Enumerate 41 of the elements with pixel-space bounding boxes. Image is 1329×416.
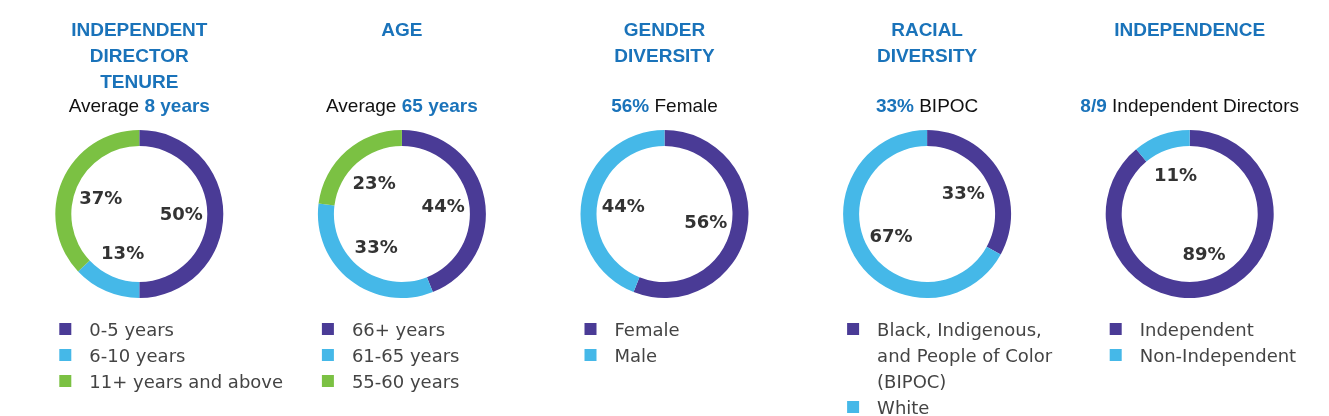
legend-label: Independent — [1139, 319, 1254, 340]
legend-label: 0-5 years — [89, 319, 174, 340]
data-label: 33% — [354, 236, 398, 258]
donut-slice — [843, 130, 1001, 298]
data-label: 44% — [421, 195, 465, 217]
chart-subtitle: 33% BIPOC — [875, 95, 979, 116]
chart-title: AGE — [381, 19, 423, 40]
chart-title: GENDER DIVERSITY — [614, 19, 715, 66]
donut-slice — [927, 130, 1012, 255]
chart-subtitle: Average 65 years — [325, 95, 478, 116]
data-label: 23% — [352, 171, 396, 193]
data-label: 11% — [1153, 163, 1198, 185]
data-label: 56% — [684, 211, 728, 233]
legend-label: 55-60 years — [351, 371, 460, 392]
data-label: 67% — [869, 224, 913, 246]
donut-slice — [78, 260, 140, 298]
legend-label: 6-10 years — [89, 345, 186, 366]
chart-subtitle: 8/9 Independent Directors — [1080, 95, 1300, 116]
legend-label: Male — [614, 345, 658, 366]
legend-label: 66+ years — [351, 319, 446, 340]
chart-title: RACIAL DIVERSITY — [876, 19, 978, 66]
data-label: 33% — [941, 181, 985, 203]
chart-subtitle: Average 8 years — [68, 95, 210, 116]
data-label: 89% — [1182, 242, 1226, 264]
legend-label: Non-Independent — [1139, 345, 1297, 366]
legend-label: 61-65 years — [351, 345, 460, 366]
legend-label: Female — [614, 319, 680, 340]
data-label: 37% — [79, 186, 123, 208]
donut-slice — [1136, 130, 1190, 162]
legend-label: 11+ years and above — [89, 371, 284, 392]
data-label: 44% — [601, 195, 645, 217]
donut-slice — [1105, 130, 1274, 298]
donut-slice — [318, 130, 402, 206]
donut-slice — [580, 130, 665, 293]
chart-subtitle: 56% Female — [611, 95, 718, 116]
chart-title: INDEPENDENCE — [1114, 19, 1266, 40]
data-label: 13% — [101, 241, 145, 263]
legend-label: Black, Indigenous, and People of Color (BIPOC) — [877, 319, 1053, 392]
donut-slice — [401, 130, 486, 293]
legend-label: White — [877, 397, 930, 416]
data-label: 50% — [159, 203, 203, 225]
